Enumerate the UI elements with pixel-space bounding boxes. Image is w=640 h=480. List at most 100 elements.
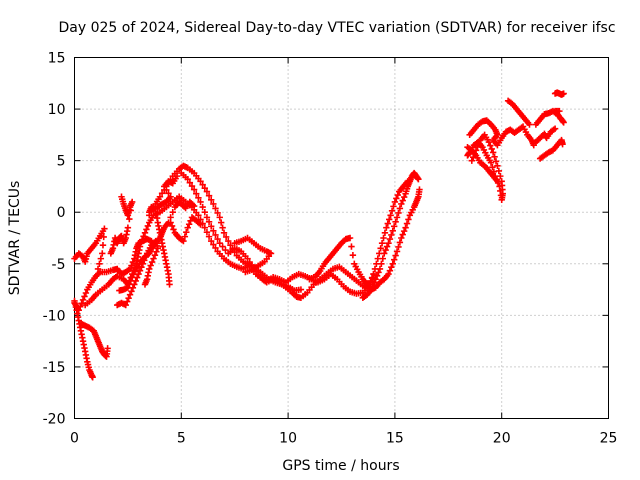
data-point <box>494 162 501 169</box>
data-point <box>370 270 377 278</box>
data-point <box>141 281 149 288</box>
data-point <box>89 374 96 381</box>
data-point <box>488 145 495 153</box>
data-point <box>76 303 84 310</box>
data-point <box>386 267 394 274</box>
data-point <box>201 224 208 231</box>
data-point <box>369 282 377 290</box>
data-point <box>79 296 87 304</box>
y-tick-label: -10 <box>43 308 66 324</box>
data-point <box>225 237 232 245</box>
data-point <box>246 258 253 266</box>
data-point <box>217 219 225 226</box>
data-point <box>167 193 174 200</box>
data-point <box>485 138 493 146</box>
data-point <box>126 291 134 298</box>
data-point <box>376 265 384 273</box>
y-tick-label: 0 <box>57 205 66 221</box>
data-point <box>154 245 162 252</box>
data-point <box>371 279 378 286</box>
data-point <box>141 229 149 237</box>
data-point <box>399 197 406 204</box>
x-tick-label: 15 <box>386 431 404 447</box>
data-point <box>151 251 159 259</box>
data-point <box>78 300 85 307</box>
data-point <box>375 269 382 276</box>
data-point <box>203 214 211 221</box>
x-axis-label: GPS time / hours <box>282 458 399 474</box>
y-tick-label: -5 <box>52 257 66 273</box>
data-point <box>560 90 567 97</box>
data-point <box>392 252 399 259</box>
data-point <box>127 277 134 284</box>
data-point <box>394 191 401 199</box>
data-point <box>126 265 134 273</box>
data-point <box>184 224 191 231</box>
data-point <box>81 293 88 300</box>
data-point <box>390 223 398 230</box>
data-point <box>129 258 137 266</box>
data-point <box>122 301 129 309</box>
data-point <box>385 239 392 247</box>
data-point <box>128 262 135 269</box>
data-point <box>396 239 404 246</box>
data-point <box>556 107 563 115</box>
data-point <box>137 239 144 247</box>
data-point <box>402 224 409 231</box>
data-point <box>99 250 106 257</box>
data-point <box>348 243 355 250</box>
data-point <box>405 216 412 223</box>
data-point <box>372 276 379 283</box>
data-point <box>381 250 388 257</box>
data-point <box>99 242 107 249</box>
data-point <box>222 233 230 241</box>
data-point <box>167 219 174 226</box>
data-point <box>396 205 404 212</box>
data-point <box>464 152 471 159</box>
data-point <box>368 286 375 293</box>
x-tick-label: 5 <box>177 431 186 447</box>
data-point <box>101 225 108 232</box>
data-point <box>127 207 134 214</box>
data-point <box>398 200 405 208</box>
data-point <box>381 229 389 237</box>
data-point <box>96 260 103 267</box>
data-point <box>140 233 147 240</box>
data-point <box>124 284 132 291</box>
data-point <box>214 235 221 243</box>
data-point <box>378 260 385 267</box>
data-point <box>208 196 215 204</box>
data-point <box>169 209 176 216</box>
data-point <box>395 209 402 217</box>
data-point <box>212 244 219 252</box>
data-point <box>388 264 395 271</box>
y-axis-label: SDTVAR / TECUs <box>7 181 23 296</box>
y-tick-labels: 15 10 5 0 -5 -10 -15 -20 <box>43 51 66 428</box>
data-point <box>153 248 160 255</box>
y-tick-label: 10 <box>48 102 66 118</box>
data-point <box>551 125 559 132</box>
data-point <box>386 235 394 243</box>
data-point <box>126 215 133 223</box>
data-point <box>181 233 189 240</box>
data-point <box>195 194 202 201</box>
data-point <box>104 345 111 352</box>
data-point <box>201 184 208 192</box>
data-point <box>150 255 157 262</box>
data-point <box>168 222 176 230</box>
data-point <box>100 233 107 241</box>
data-point <box>199 181 206 188</box>
data-point <box>383 224 390 231</box>
data-point <box>107 250 115 257</box>
data-point <box>220 229 228 237</box>
data-point <box>123 298 131 305</box>
data-point <box>158 190 166 197</box>
data-point <box>227 242 234 249</box>
data-point <box>559 140 566 148</box>
data-point <box>186 179 194 186</box>
data-point <box>147 262 154 269</box>
data-point <box>489 163 496 171</box>
data-point <box>393 248 401 255</box>
data-point <box>244 255 251 262</box>
data-point <box>138 236 146 243</box>
